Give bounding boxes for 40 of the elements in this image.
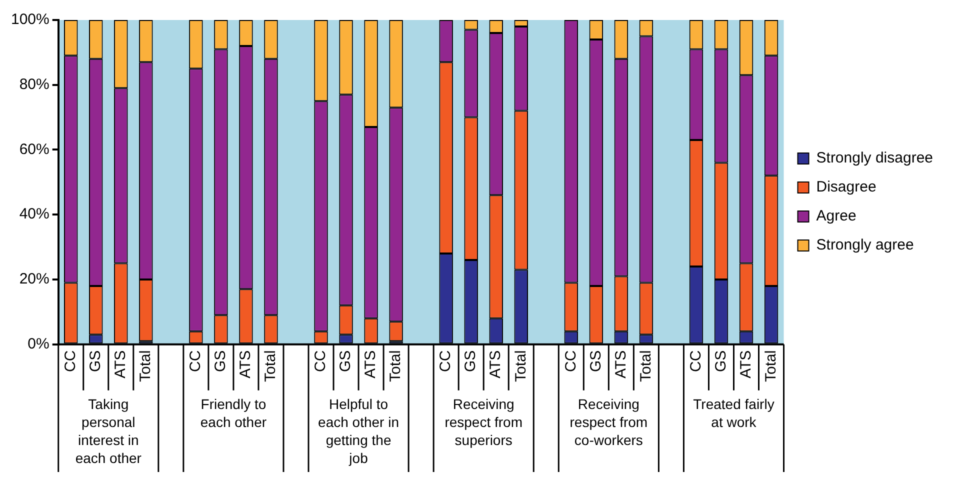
text: Receiving respect from co-workers: [570, 396, 648, 448]
x-tick-label: ATS: [487, 350, 504, 378]
x-tick-label: GS: [462, 350, 480, 372]
x-tick-label: GS: [212, 350, 230, 372]
x-tick-label: Total: [512, 350, 530, 382]
text: Friendly to each other: [200, 396, 267, 430]
legend-label: Agree: [816, 208, 856, 225]
x-tick-label: GS: [87, 350, 104, 372]
text: Treated fairly at work: [693, 396, 774, 430]
text: Taking personal interest in each other: [75, 396, 142, 466]
y-tick-label: 0%: [28, 335, 50, 352]
x-tick-label: ATS: [362, 350, 380, 378]
x-tick-label: Total: [137, 350, 154, 382]
x-tick-label: ATS: [612, 350, 630, 378]
x-tick-label: CC: [437, 350, 454, 372]
x-tick-label: CC: [62, 350, 80, 372]
x-tick-label: ATS: [112, 350, 130, 378]
x-tick-label: ATS: [237, 350, 254, 378]
x-tick-label: CC: [687, 350, 704, 372]
x-tick-label: Total: [762, 350, 780, 382]
x-tick-label: GS: [337, 350, 354, 372]
text: Helpful to each other in getting the job: [318, 396, 400, 466]
legend-label: Strongly agree: [816, 236, 914, 254]
y-tick-label: 80%: [19, 76, 50, 94]
y-tick-label: 60%: [19, 140, 50, 158]
y-tick-label: 20%: [19, 270, 50, 288]
x-tick-label: Total: [262, 350, 280, 382]
legend-label: Disagree: [816, 178, 876, 196]
y-tick-label: 40%: [19, 206, 50, 223]
x-tick-label: CC: [312, 350, 330, 372]
y-tick-label: 100%: [10, 11, 50, 28]
x-tick-label: CC: [187, 350, 204, 372]
x-tick-label: ATS: [737, 350, 754, 378]
legend-label: Strongly disagree: [816, 150, 933, 167]
x-tick-label: Total: [387, 350, 404, 382]
x-tick-label: CC: [562, 350, 580, 372]
x-tick-label: GS: [587, 350, 604, 372]
x-tick-label: GS: [712, 350, 730, 372]
x-tick-label: Total: [637, 350, 654, 382]
text: Receiving respect from superiors: [444, 396, 523, 448]
